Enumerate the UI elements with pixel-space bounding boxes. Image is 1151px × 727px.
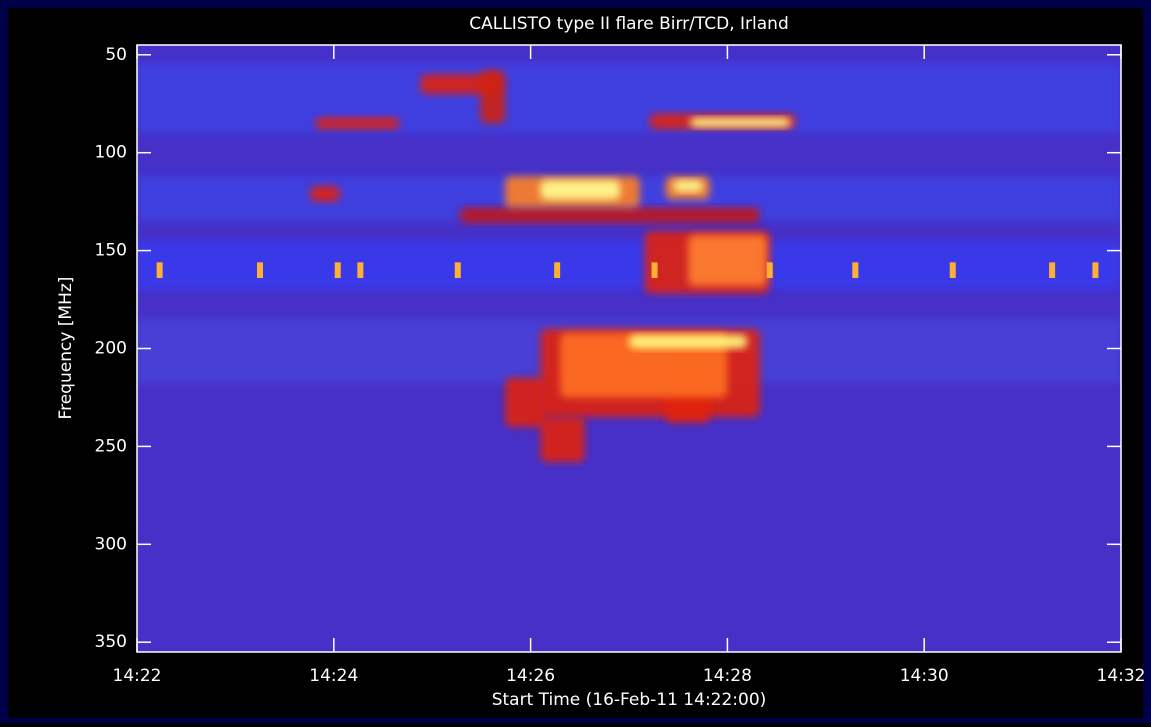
burst	[560, 332, 728, 398]
x-tick-label: 14:26	[506, 666, 555, 686]
y-tick-label: 200	[95, 339, 127, 359]
spike	[852, 262, 859, 279]
y-tick-label: 150	[95, 241, 127, 261]
burst	[540, 417, 585, 463]
burst	[540, 180, 621, 200]
burst	[310, 185, 340, 202]
y-tick-label: 350	[95, 632, 127, 652]
x-axis-label: Start Time (16-Feb-11 14:22:00)	[492, 690, 767, 710]
y-axis-label: Frequency [MHz]	[56, 277, 76, 420]
spike	[554, 262, 561, 279]
burst	[420, 74, 501, 94]
x-tick-label: 14:30	[900, 666, 949, 686]
spike	[156, 262, 163, 279]
burst	[690, 117, 791, 128]
y-tick-label: 300	[95, 534, 127, 554]
band	[137, 240, 1121, 290]
spike	[1092, 262, 1099, 279]
spike	[357, 262, 364, 279]
burst	[505, 377, 546, 427]
burst	[315, 117, 400, 130]
spike	[257, 262, 263, 279]
x-tick-label: 14:24	[309, 666, 358, 686]
burst	[688, 234, 767, 286]
spike	[454, 262, 461, 279]
chart-title: CALLISTO type II flare Birr/TCD, Irland	[469, 14, 789, 34]
spike	[949, 262, 956, 279]
burst	[629, 334, 748, 349]
x-tick-label: 14:32	[1097, 666, 1146, 686]
x-tick-label: 14:22	[113, 666, 162, 686]
burst	[673, 180, 703, 192]
spike	[766, 262, 773, 279]
spike	[651, 262, 658, 279]
y-tick-label: 100	[95, 143, 127, 163]
band	[137, 62, 1121, 134]
x-tick-label: 14:28	[703, 666, 752, 686]
y-tick-label: 50	[105, 45, 127, 65]
burst	[480, 70, 506, 124]
spike	[334, 262, 341, 279]
burst	[459, 207, 760, 224]
y-tick-label: 250	[95, 436, 127, 456]
plot	[137, 45, 1121, 652]
spike	[1049, 262, 1056, 279]
